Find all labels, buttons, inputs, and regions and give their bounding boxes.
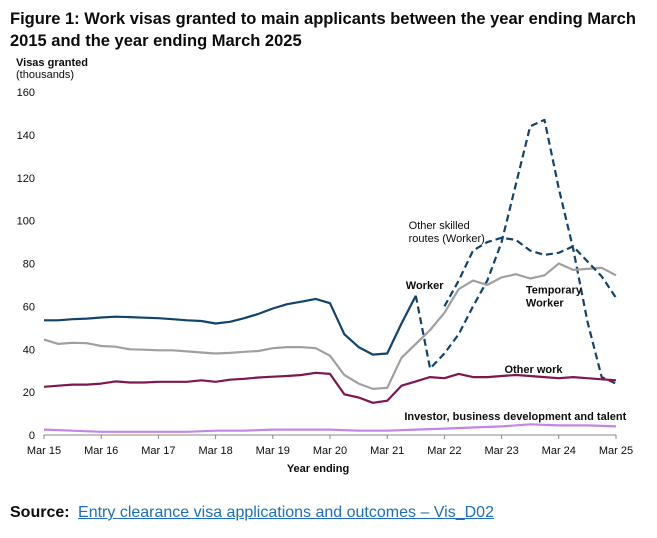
y-tick-label: 140: [17, 130, 35, 142]
y-tick-label: 0: [29, 430, 35, 442]
source-label: Source:: [10, 504, 70, 521]
y-axis-title: (thousands): [16, 69, 74, 81]
x-tick-label: Mar 20: [313, 445, 347, 457]
x-tick-label: Mar 21: [370, 445, 404, 457]
y-axis-title: Visas granted: [16, 57, 88, 69]
y-tick-label: 20: [23, 387, 35, 399]
series-annotation: Other skilled: [409, 220, 470, 232]
series-annotation: Worker: [406, 280, 444, 292]
series-annotation: Investor, business development and talen…: [404, 411, 626, 423]
source-link[interactable]: Entry clearance visa applications and ou…: [78, 504, 494, 521]
x-tick-label: Mar 16: [84, 445, 118, 457]
x-tick-label: Mar 23: [484, 445, 518, 457]
series-line-investor-business-development-and-talent: [43, 423, 617, 433]
x-tick-label: Mar 17: [141, 445, 175, 457]
y-tick-label: 80: [23, 259, 35, 271]
x-tick-label: Mar 24: [542, 445, 576, 457]
figure-title: Figure 1: Work visas granted to main app…: [10, 10, 636, 50]
x-tick-label: Mar 19: [256, 445, 290, 457]
x-tick-label: Mar 25: [599, 445, 633, 457]
y-tick-label: 40: [23, 344, 35, 356]
series-line-worker: [44, 295, 417, 356]
source-line: Source: Entry clearance visa application…: [10, 503, 494, 523]
x-tick-label: Mar 15: [27, 445, 61, 457]
y-tick-label: 160: [17, 87, 35, 99]
series-annotation: Worker: [526, 298, 564, 310]
series-annotation: routes (Worker): [409, 233, 485, 245]
series-line-temporary-worker-dashed: [443, 236, 617, 307]
series-annotation: Other work: [504, 364, 563, 376]
series-annotation: Temporary: [526, 285, 583, 297]
series-line-other-skilled-routes-worker: [414, 118, 617, 385]
series-line-temporary-worker: [43, 262, 617, 390]
x-tick-label: Mar 18: [198, 445, 232, 457]
series-line-other-work: [43, 371, 617, 404]
y-tick-label: 100: [17, 216, 35, 228]
x-tick-label: Mar 22: [427, 445, 461, 457]
y-tick-label: 120: [17, 173, 35, 185]
y-tick-label: 60: [23, 301, 35, 313]
x-axis-title: Year ending: [287, 463, 349, 475]
